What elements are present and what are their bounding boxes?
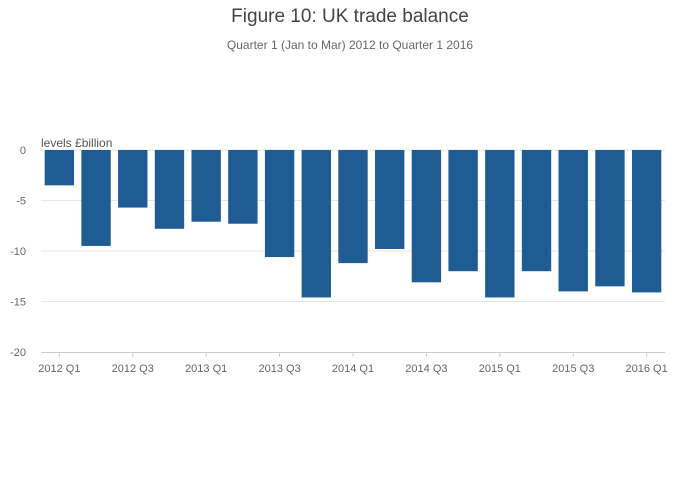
- bar: [338, 150, 368, 264]
- x-tick-label: 2014 Q3: [405, 363, 447, 375]
- bar: [411, 150, 442, 283]
- chart-title: Figure 10: UK trade balance: [231, 6, 469, 27]
- x-tick-label: 2012 Q3: [112, 363, 154, 375]
- x-tick-label: 2013 Q3: [258, 363, 300, 375]
- x-tick-label: 2015 Q3: [552, 363, 594, 375]
- bar: [264, 150, 295, 258]
- bar: [154, 150, 185, 229]
- y-tick-label: 0: [20, 145, 26, 157]
- bar: [375, 150, 405, 249]
- y-tick-label: -15: [10, 297, 26, 309]
- y-axis-unit-label: levels £billion: [41, 136, 112, 150]
- x-tick-label: 2016 Q1: [626, 363, 668, 375]
- x-tick-label: 2015 Q1: [479, 363, 521, 375]
- y-tick-label: -20: [10, 347, 26, 359]
- x-tick-label: 2012 Q1: [38, 363, 80, 375]
- bar: [521, 150, 552, 272]
- bar: [558, 150, 588, 292]
- bar: [301, 150, 331, 298]
- x-tick-label: 2013 Q1: [185, 363, 227, 375]
- y-tick-label: -10: [10, 246, 26, 258]
- bar: [191, 150, 221, 222]
- bar: [595, 150, 625, 287]
- x-tick-label: 2014 Q1: [332, 363, 374, 375]
- bar: [448, 150, 478, 272]
- bar: [118, 150, 148, 208]
- y-tick-label: -5: [16, 196, 26, 208]
- bar: [485, 150, 515, 298]
- chart-subtitle: Quarter 1 (Jan to Mar) 2012 to Quarter 1…: [226, 38, 474, 52]
- bar: [44, 150, 75, 186]
- bars: [44, 150, 662, 298]
- bar: [631, 150, 662, 293]
- bar: [228, 150, 258, 224]
- axes: 0 -5 -10 -15 -20 2012 Q1 2012 Q3 2013 Q1 2013 Q3…: [10, 145, 668, 375]
- bar: [81, 150, 111, 246]
